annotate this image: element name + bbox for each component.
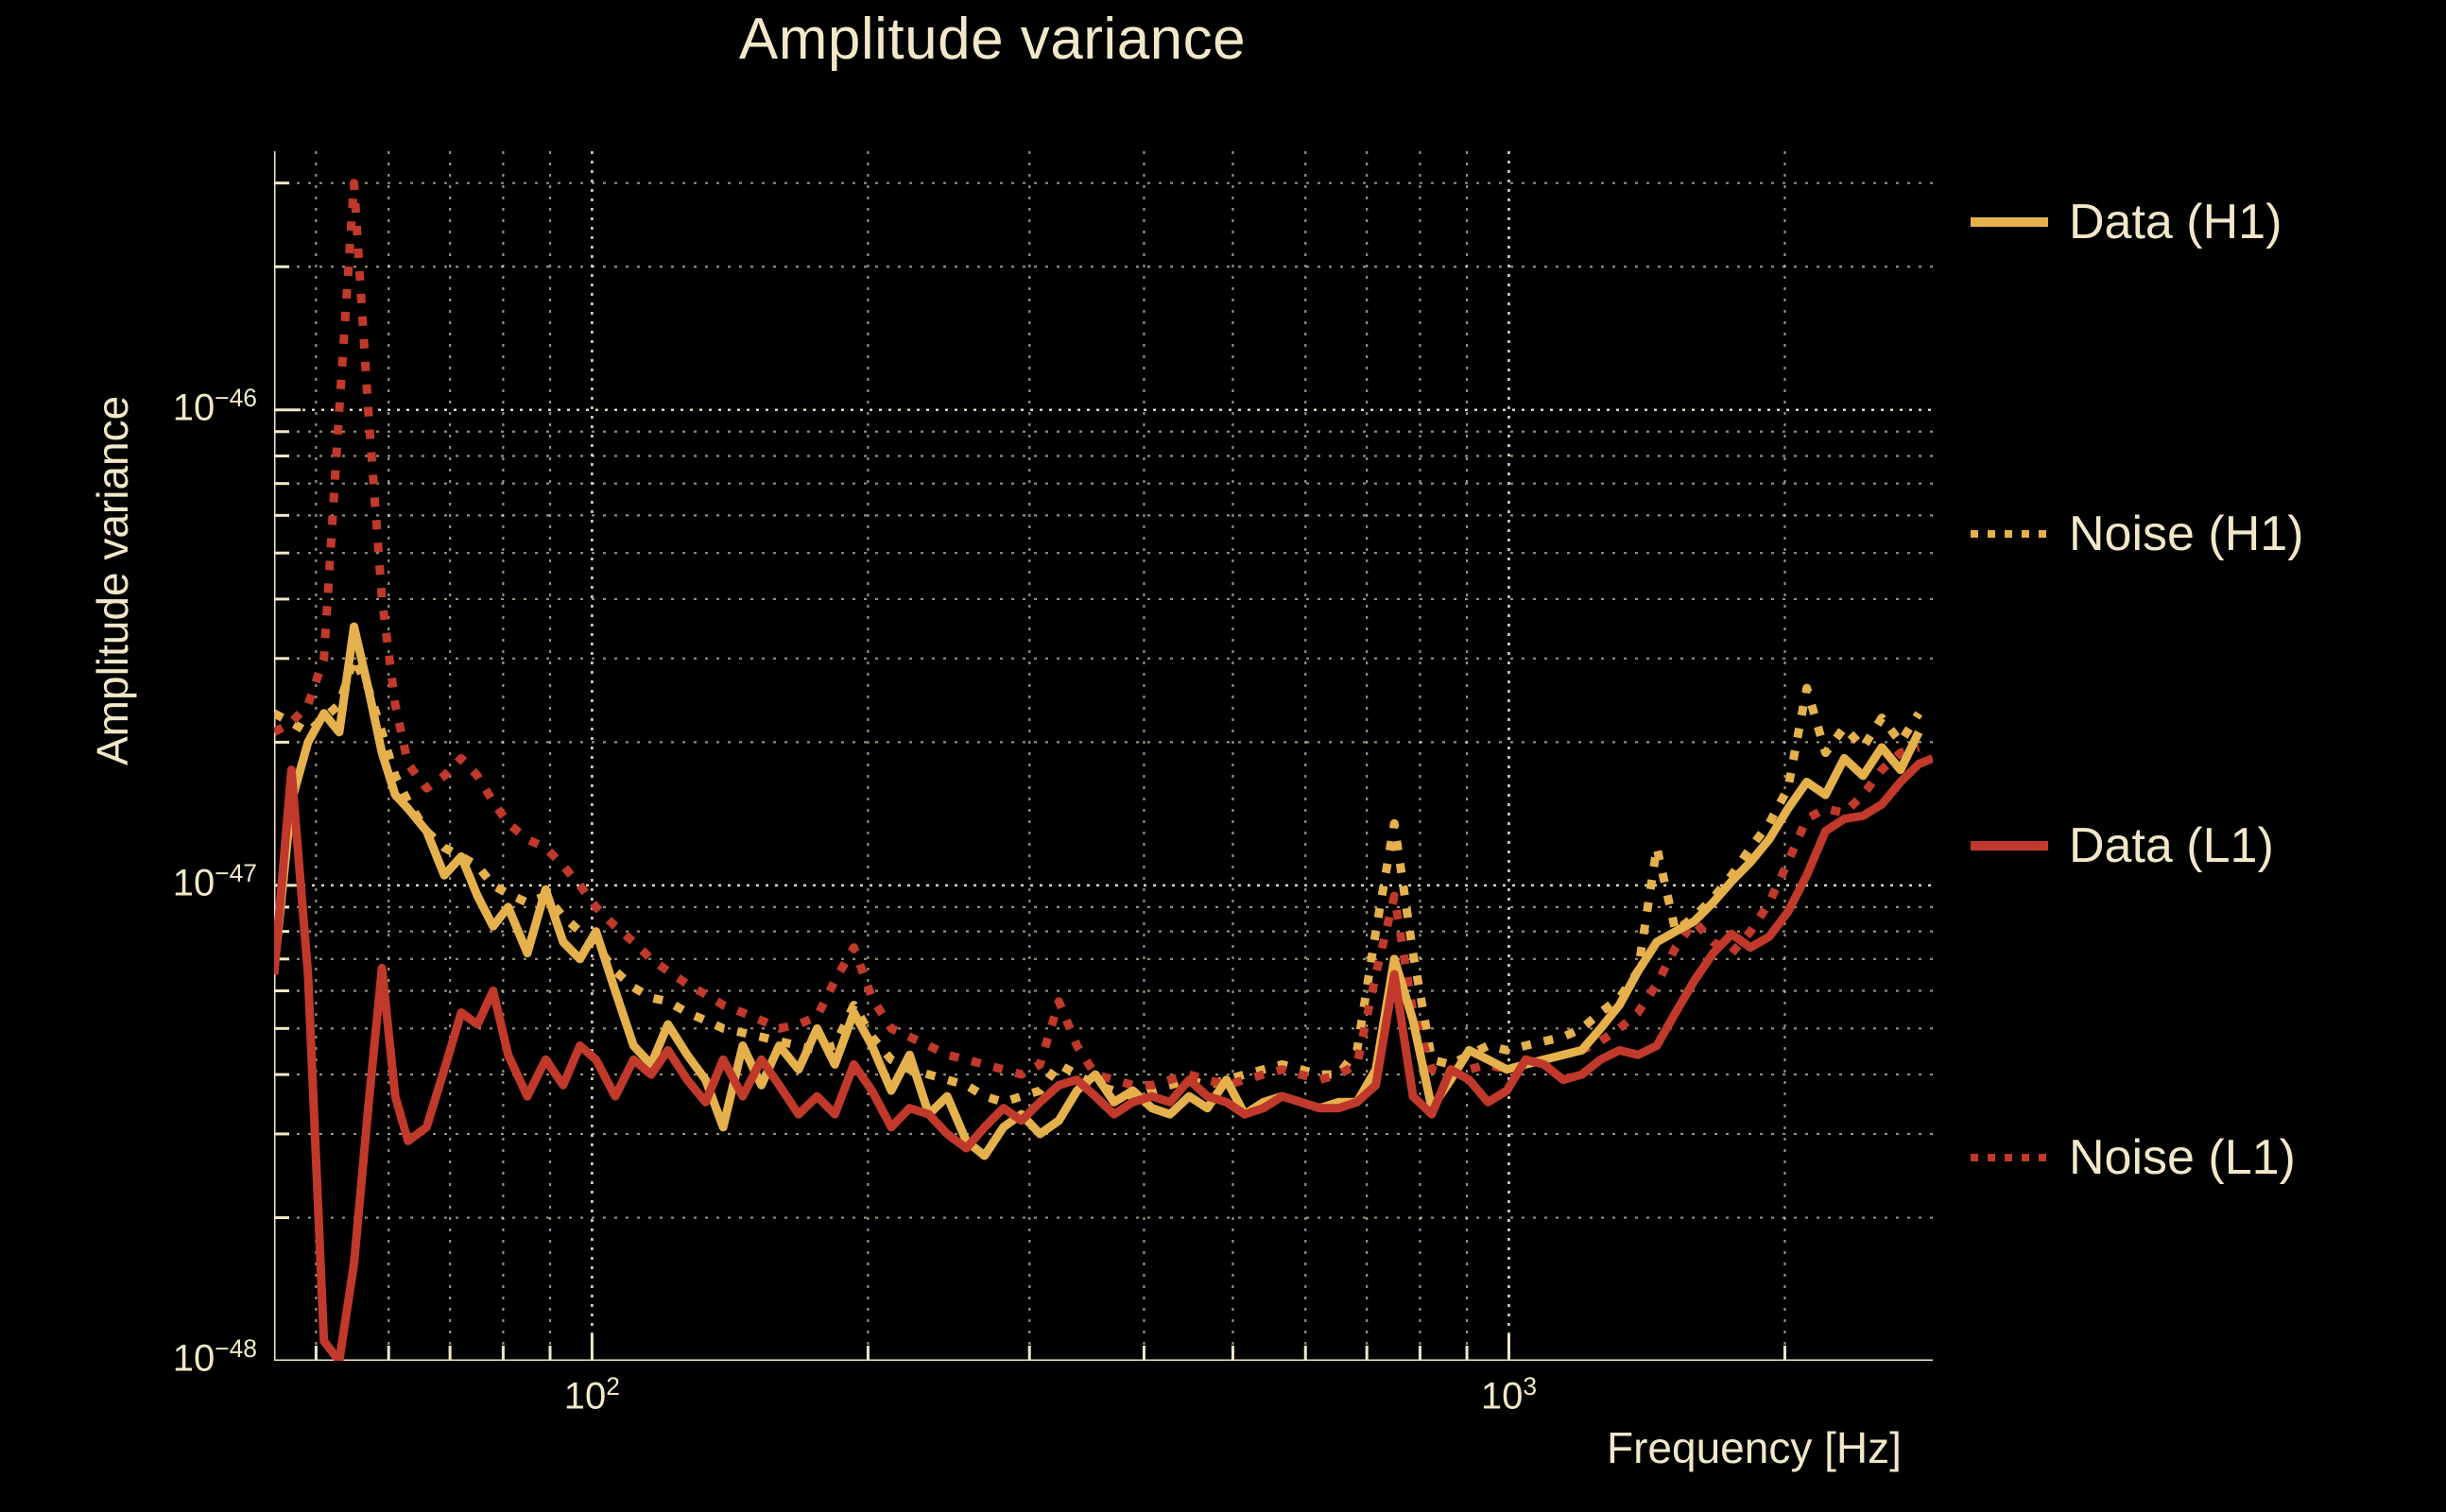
series-line-data-h1 bbox=[274, 622, 1923, 1160]
y-tick-label: 10−46 bbox=[173, 384, 257, 429]
x-tick-exponent: 2 bbox=[606, 1372, 620, 1400]
axis-spines bbox=[274, 151, 1933, 1361]
page-title: Amplitude variance bbox=[738, 7, 1247, 72]
legend-entry-noise-l1[interactable]: Noise (L1) bbox=[1971, 1129, 2296, 1186]
gridlines bbox=[274, 151, 1933, 1361]
x-tick-mantissa: 10 bbox=[1480, 1375, 1524, 1418]
plot-canvas bbox=[274, 151, 1933, 1361]
y-tick-exponent: −48 bbox=[215, 1334, 257, 1363]
y-tick-exponent: −47 bbox=[215, 858, 257, 887]
legend-label: Noise (L1) bbox=[2069, 1130, 2296, 1185]
y-tick-mantissa: 10 bbox=[172, 862, 215, 904]
series-group bbox=[274, 179, 1933, 1361]
y-tick-label: 10−47 bbox=[173, 859, 257, 904]
series-line-noise-h1 bbox=[274, 654, 1923, 1107]
x-tick-exponent: 3 bbox=[1523, 1372, 1538, 1400]
x-tick-mantissa: 10 bbox=[563, 1375, 607, 1418]
x-tick-label: 103 bbox=[1481, 1372, 1537, 1418]
legend-entry-noise-h1[interactable]: Noise (H1) bbox=[1971, 506, 2304, 562]
y-axis-tick-labels: 10−46 10−47 10−48 bbox=[0, 0, 257, 1512]
x-tick-label: 102 bbox=[564, 1372, 620, 1418]
legend-entry-data-h1[interactable]: Data (H1) bbox=[1971, 194, 2282, 250]
x-axis-tick-labels: 102 103 bbox=[0, 1372, 2446, 1448]
legend: Data (H1) Noise (H1) Data (L1) Noise (L1) bbox=[1971, 151, 2443, 1361]
y-tick-mantissa: 10 bbox=[172, 387, 215, 429]
legend-swatch-solid-line-icon bbox=[1971, 841, 2048, 850]
legend-label: Data (H1) bbox=[2069, 195, 2282, 249]
legend-entry-data-l1[interactable]: Data (L1) bbox=[1971, 817, 2274, 874]
x-axis-title: Frequency [Hz] bbox=[1607, 1423, 1902, 1472]
legend-label: Noise (H1) bbox=[2069, 507, 2304, 561]
legend-swatch-dotted-line-icon bbox=[1971, 530, 2048, 538]
y-tick-mantissa: 10 bbox=[172, 1337, 215, 1380]
y-tick-exponent: −46 bbox=[215, 383, 257, 412]
y-tick-label: 10−48 bbox=[173, 1334, 257, 1380]
plot-area bbox=[274, 151, 1933, 1361]
legend-swatch-dotted-line-icon bbox=[1971, 1154, 2048, 1161]
legend-label: Data (L1) bbox=[2069, 818, 2274, 873]
series-line-noise-l1 bbox=[274, 179, 1921, 1090]
series-line-data-l1 bbox=[274, 754, 1933, 1361]
legend-swatch-solid-line-icon bbox=[1971, 217, 2048, 227]
